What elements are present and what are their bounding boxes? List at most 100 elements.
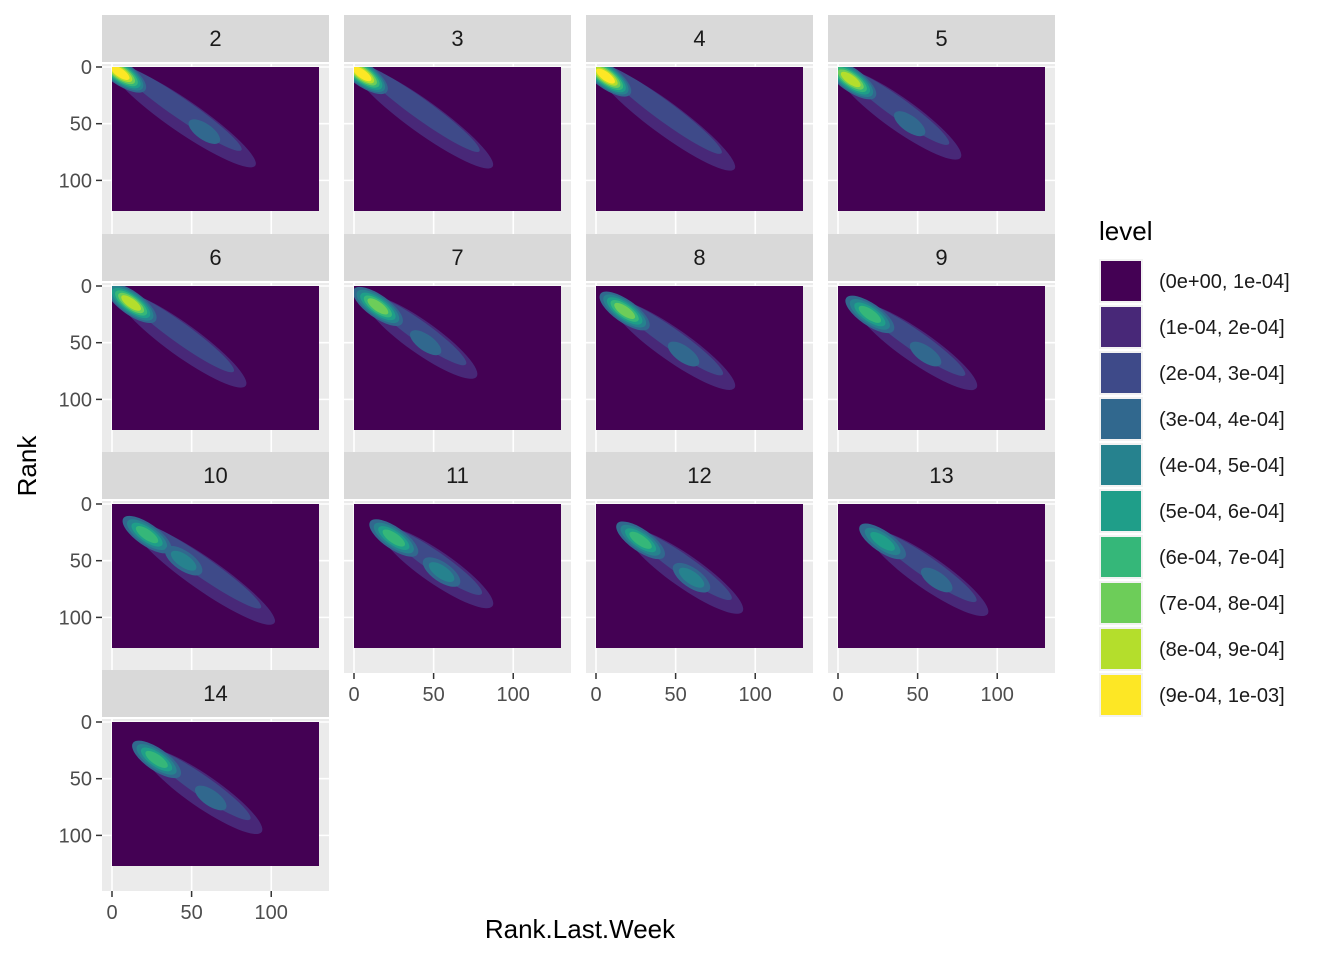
density-level-4 bbox=[194, 785, 227, 811]
density-level-4 bbox=[893, 111, 926, 137]
facet-panel-2: 2 0 50 100 bbox=[59, 15, 329, 236]
density-layers bbox=[354, 504, 561, 648]
density-layers bbox=[112, 722, 319, 866]
legend-label: (2e-04, 3e-04] bbox=[1159, 363, 1285, 385]
facet-panel-6: 6 0 50 100 bbox=[59, 234, 329, 455]
density-layers bbox=[596, 504, 803, 648]
density-level-5 bbox=[678, 567, 705, 588]
facet-panel-11: 11 0 50 100 bbox=[344, 452, 571, 706]
x-axis-title: Rank.Last.Week bbox=[485, 914, 676, 944]
facet-panel-3: 3 bbox=[344, 15, 571, 236]
x-axis: 0 50 100 bbox=[106, 891, 288, 924]
density-level-10 bbox=[354, 67, 372, 82]
facet-strip-8 bbox=[586, 234, 813, 281]
y-axis-title: Rank bbox=[12, 435, 42, 497]
x-tick-label: 50 bbox=[906, 684, 928, 706]
facet-strip-label: 8 bbox=[693, 245, 705, 270]
density-layers bbox=[354, 286, 561, 430]
legend-swatch bbox=[1101, 353, 1141, 393]
x-tick-label: 100 bbox=[981, 684, 1014, 706]
legend-items: (0e+00, 1e-04] (1e-04, 2e-04] (2e-04, 3e-0… bbox=[1099, 259, 1290, 717]
facet-strip-4 bbox=[586, 15, 813, 62]
density-level-4 bbox=[909, 341, 942, 367]
facet-strip-label: 5 bbox=[935, 26, 947, 51]
density-level-9 bbox=[121, 295, 141, 311]
legend-label: (9e-04, 1e-03] bbox=[1159, 685, 1285, 707]
facet-strip-7 bbox=[344, 234, 571, 281]
density-layers bbox=[354, 67, 561, 211]
facet-strip-label: 6 bbox=[209, 245, 221, 270]
x-tick-label: 50 bbox=[422, 684, 444, 706]
density-level-7 bbox=[382, 529, 406, 547]
facet-strip-label: 11 bbox=[446, 463, 469, 488]
density-layers bbox=[838, 504, 1045, 648]
facet-strip-2 bbox=[102, 15, 329, 62]
legend-label: (7e-04, 8e-04] bbox=[1159, 593, 1285, 615]
facet-strip-label: 7 bbox=[451, 245, 463, 270]
facet-strip-11 bbox=[344, 452, 571, 499]
facet-panel-8: 8 bbox=[586, 234, 813, 455]
y-tick-label: 50 bbox=[70, 769, 92, 791]
legend-swatch bbox=[1101, 629, 1141, 669]
density-level-10 bbox=[596, 68, 615, 84]
x-tick-label: 100 bbox=[497, 684, 530, 706]
density-layers bbox=[596, 67, 803, 211]
density-level-7 bbox=[629, 531, 652, 549]
facet-strip-13 bbox=[828, 452, 1055, 499]
y-tick-label: 0 bbox=[81, 494, 92, 516]
legend-label: (3e-04, 4e-04] bbox=[1159, 409, 1285, 431]
y-tick-label: 100 bbox=[59, 607, 92, 629]
facet-strip-label: 4 bbox=[693, 26, 705, 51]
density-level-9 bbox=[840, 71, 861, 88]
legend-label: (4e-04, 5e-04] bbox=[1159, 455, 1285, 477]
legend-swatch bbox=[1101, 583, 1141, 623]
density-level-4 bbox=[667, 341, 700, 367]
density-layers bbox=[838, 286, 1045, 430]
y-axis: 0 50 100 bbox=[59, 494, 102, 629]
legend: level (0e+00, 1e-04] (1e-04, 2e-04] (2e-04… bbox=[1099, 216, 1290, 717]
density-level-8 bbox=[367, 298, 389, 315]
density-layers bbox=[112, 286, 319, 430]
density-level-4 bbox=[409, 330, 442, 356]
facet-strip-label: 10 bbox=[203, 463, 227, 488]
facet-panel-7: 7 bbox=[344, 234, 571, 455]
y-tick-label: 100 bbox=[59, 389, 92, 411]
density-level-4 bbox=[188, 119, 221, 144]
y-tick-label: 0 bbox=[81, 712, 92, 734]
facet-strip-10 bbox=[102, 452, 329, 499]
y-tick-label: 0 bbox=[81, 276, 92, 298]
x-tick-label: 0 bbox=[348, 684, 359, 706]
density-level-6 bbox=[870, 532, 895, 551]
density-level-7 bbox=[145, 750, 168, 768]
density-level-3 bbox=[361, 67, 480, 152]
facet-strip-9 bbox=[828, 234, 1055, 281]
legend-title: level bbox=[1099, 216, 1152, 246]
density-level-10 bbox=[112, 67, 130, 80]
density-level-5 bbox=[170, 550, 197, 571]
y-tick-label: 100 bbox=[59, 825, 92, 847]
facet-strip-14 bbox=[102, 670, 329, 717]
legend-swatch bbox=[1101, 399, 1141, 439]
y-axis: 0 50 100 bbox=[59, 57, 102, 192]
x-axis: 0 50 100 bbox=[832, 673, 1014, 706]
x-tick-label: 100 bbox=[255, 902, 288, 924]
facet-strip-label: 9 bbox=[935, 245, 947, 270]
x-axis: 0 50 100 bbox=[348, 673, 530, 706]
density-layers bbox=[112, 504, 319, 648]
y-axis: 0 50 100 bbox=[59, 712, 102, 847]
y-tick-label: 0 bbox=[81, 57, 92, 79]
density-layers bbox=[596, 286, 803, 430]
facet-panel-9: 9 bbox=[828, 234, 1055, 455]
x-tick-label: 50 bbox=[664, 684, 686, 706]
legend-label: (8e-04, 9e-04] bbox=[1159, 639, 1285, 661]
legend-swatch bbox=[1101, 307, 1141, 347]
density-level-4 bbox=[920, 567, 953, 593]
facet-strip-5 bbox=[828, 15, 1055, 62]
legend-swatch bbox=[1101, 445, 1141, 485]
y-tick-label: 50 bbox=[70, 551, 92, 573]
facet-strip-label: 12 bbox=[687, 463, 711, 488]
facet-strip-label: 2 bbox=[209, 26, 221, 51]
x-tick-label: 100 bbox=[739, 684, 772, 706]
y-tick-label: 100 bbox=[59, 170, 92, 192]
